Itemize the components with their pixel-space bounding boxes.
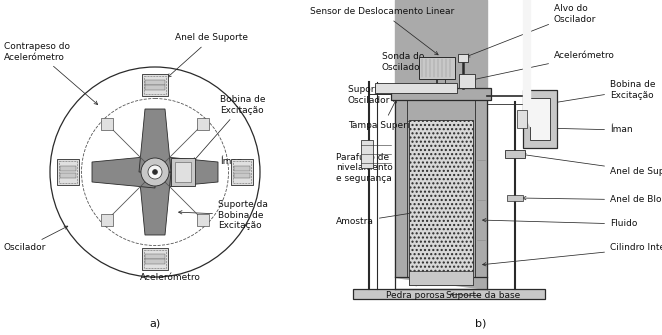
FancyBboxPatch shape	[142, 74, 168, 96]
FancyBboxPatch shape	[142, 248, 168, 270]
FancyBboxPatch shape	[145, 259, 165, 264]
FancyBboxPatch shape	[145, 80, 165, 85]
Text: Íman: Íman	[544, 126, 633, 134]
FancyBboxPatch shape	[523, 90, 557, 148]
FancyBboxPatch shape	[101, 118, 113, 130]
Text: Acelerómetro: Acelerómetro	[471, 52, 615, 81]
Text: Anel de Suporte: Anel de Suporte	[167, 34, 248, 77]
Text: Suporte da
Bobina de
Excitação: Suporte da Bobina de Excitação	[179, 200, 268, 230]
Polygon shape	[92, 156, 155, 188]
FancyBboxPatch shape	[60, 173, 76, 178]
FancyBboxPatch shape	[175, 162, 191, 182]
Polygon shape	[155, 156, 218, 188]
FancyBboxPatch shape	[145, 254, 165, 259]
Text: Amostra: Amostra	[336, 209, 428, 226]
Text: Sensor de Deslocamento Linear: Sensor de Deslocamento Linear	[310, 7, 454, 55]
FancyBboxPatch shape	[234, 173, 250, 178]
FancyBboxPatch shape	[409, 271, 473, 285]
Text: Anel de Bloqueio: Anel de Bloqueio	[522, 196, 662, 204]
Text: Íman: Íman	[199, 157, 243, 177]
FancyBboxPatch shape	[145, 85, 165, 90]
Text: Tampa Superior: Tampa Superior	[348, 99, 419, 130]
Text: Alvo do
Oscilador: Alvo do Oscilador	[467, 4, 596, 57]
Polygon shape	[139, 172, 171, 235]
Text: Bobina de
Excitação: Bobina de Excitação	[544, 80, 655, 106]
FancyBboxPatch shape	[101, 214, 113, 226]
FancyBboxPatch shape	[171, 158, 195, 186]
Text: Contrapeso do
Acelerómetro: Contrapeso do Acelerómetro	[4, 42, 98, 105]
Text: a): a)	[150, 318, 161, 328]
FancyBboxPatch shape	[517, 110, 527, 128]
Text: Cilindro Interno: Cilindro Interno	[483, 244, 662, 266]
FancyBboxPatch shape	[353, 289, 545, 299]
FancyBboxPatch shape	[57, 159, 79, 185]
FancyBboxPatch shape	[419, 57, 455, 79]
Text: Pedra porosa: Pedra porosa	[385, 282, 444, 300]
Text: Fluido: Fluido	[483, 218, 638, 228]
Text: Bobina de
Excitação: Bobina de Excitação	[193, 95, 265, 161]
Circle shape	[148, 165, 162, 179]
FancyBboxPatch shape	[361, 140, 373, 168]
Text: Parafuso de
nivelamento
e segurança: Parafuso de nivelamento e segurança	[336, 153, 393, 183]
Polygon shape	[139, 109, 171, 172]
FancyBboxPatch shape	[234, 166, 250, 171]
FancyBboxPatch shape	[409, 120, 473, 285]
Circle shape	[141, 158, 169, 186]
FancyBboxPatch shape	[530, 98, 550, 140]
FancyBboxPatch shape	[197, 214, 209, 226]
FancyBboxPatch shape	[507, 195, 523, 201]
Text: Suporte do
Oscilador: Suporte do Oscilador	[348, 85, 398, 105]
FancyBboxPatch shape	[459, 74, 475, 88]
Text: Suporte da base: Suporte da base	[446, 291, 520, 300]
FancyBboxPatch shape	[505, 150, 525, 158]
Text: Sonda do
Oscilador: Sonda do Oscilador	[382, 52, 434, 72]
Circle shape	[152, 170, 158, 175]
FancyBboxPatch shape	[197, 118, 209, 130]
FancyBboxPatch shape	[375, 83, 457, 93]
FancyBboxPatch shape	[391, 88, 491, 100]
Text: Acelerómetro: Acelerómetro	[140, 259, 201, 282]
Text: Anel de Suporte: Anel de Suporte	[522, 153, 662, 177]
FancyBboxPatch shape	[60, 166, 76, 171]
FancyBboxPatch shape	[458, 54, 468, 62]
Text: b): b)	[475, 318, 487, 328]
Text: Oscilador: Oscilador	[4, 226, 68, 253]
FancyBboxPatch shape	[231, 159, 253, 185]
